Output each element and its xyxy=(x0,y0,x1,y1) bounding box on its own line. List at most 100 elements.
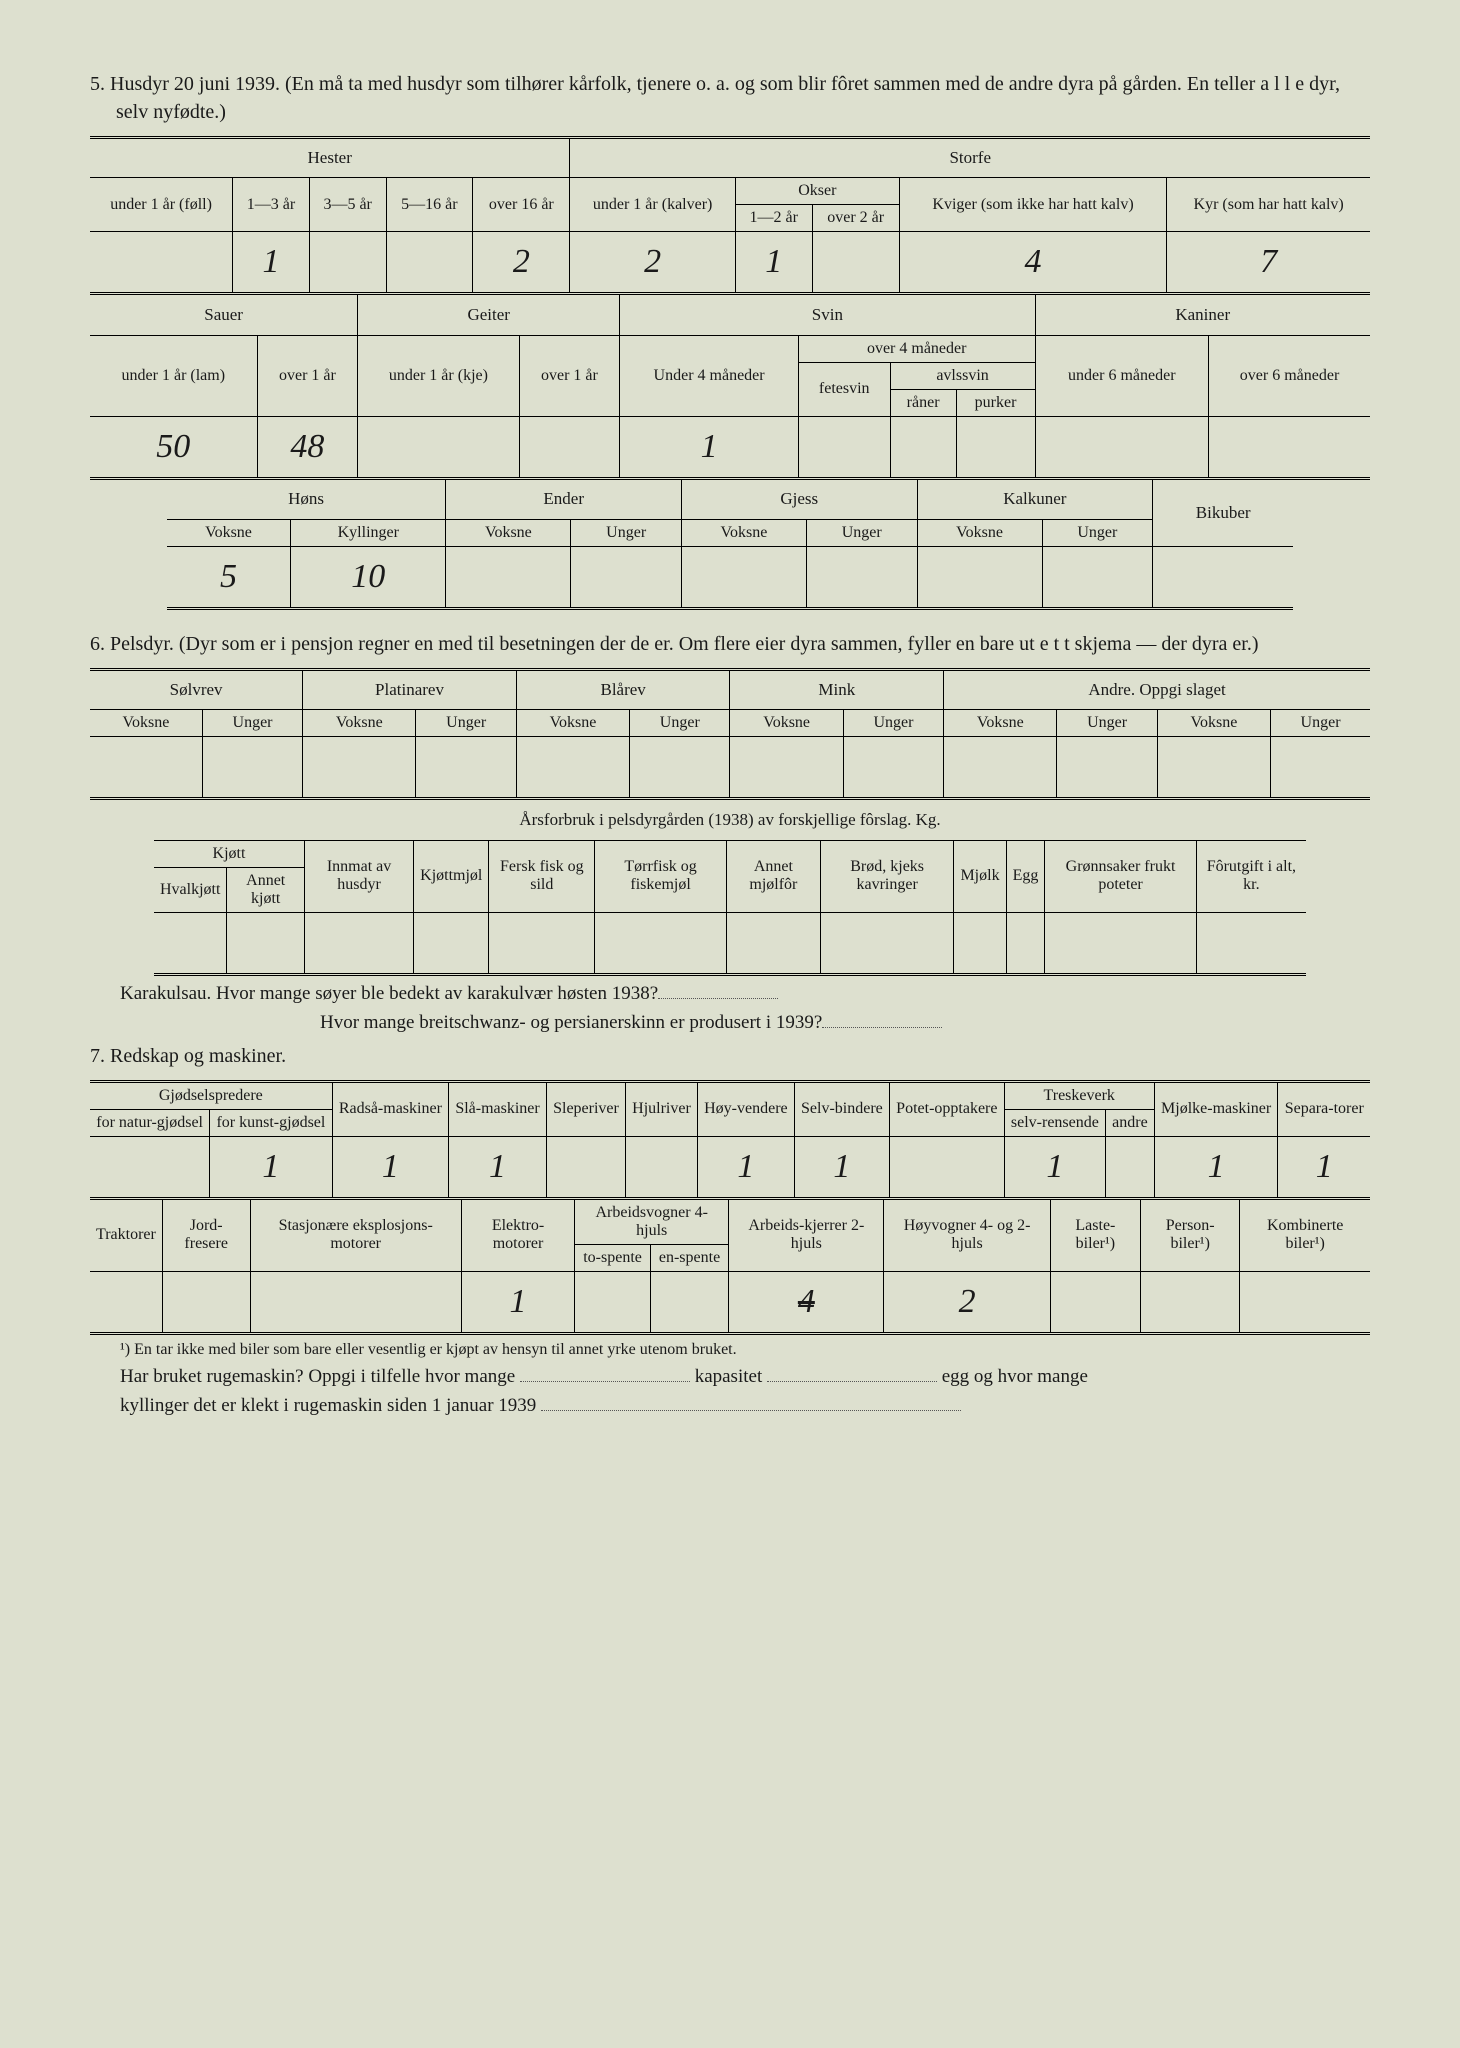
hons-group: Høns xyxy=(167,480,446,520)
sauer-v1: 48 xyxy=(257,416,358,478)
ferskfisk: Fersk fisk og sild xyxy=(489,840,595,912)
table-hons-bikuber: Høns Ender Gjess Kalkuner Bikuber Voksne… xyxy=(167,480,1293,611)
torrfisk: Tørrfisk og fiskemjøl xyxy=(595,840,727,912)
bikuber-v xyxy=(1153,547,1294,609)
treskeverk: Treskeverk xyxy=(1004,1081,1154,1109)
blar-u: Unger xyxy=(630,710,730,737)
kombinerte: Kombinerte biler¹) xyxy=(1240,1200,1370,1272)
table-sauer-svin: Sauer Geiter Svin Kaniner under 1 år (la… xyxy=(90,295,1370,480)
forbruk-cell xyxy=(227,912,305,974)
ender-unger: Unger xyxy=(571,520,682,547)
geiter-v1 xyxy=(519,416,620,478)
r1-12: 1 xyxy=(1278,1136,1370,1198)
r1-9: 1 xyxy=(1004,1136,1105,1198)
storfe-okser12: 1—2 år xyxy=(735,205,812,232)
pelsdyr-cell xyxy=(202,737,302,799)
solv-v: Voksne xyxy=(90,710,202,737)
blarev-group: Blårev xyxy=(516,670,730,710)
q1a-text: Har bruket rugemaskin? Oppgi i tilfelle … xyxy=(120,1366,515,1387)
mink-v: Voksne xyxy=(730,710,843,737)
storfe-okserover2: over 2 år xyxy=(812,205,899,232)
dots-fill xyxy=(822,1011,942,1028)
ender-v1 xyxy=(571,547,682,609)
forbruk-cell xyxy=(1006,912,1045,974)
platinarev-group: Platinarev xyxy=(303,670,517,710)
selvrensende: selv-rensende xyxy=(1004,1109,1105,1136)
section7-title: 7. Redskap og maskiner. xyxy=(90,1042,1370,1070)
table-redskap-1: Gjødselspredere Radså-maskiner Slå-maski… xyxy=(90,1080,1370,1200)
r1-0 xyxy=(90,1136,210,1198)
hjulriver: Hjulriver xyxy=(626,1081,698,1136)
svin-o4: over 4 måneder xyxy=(798,335,1035,362)
hester-c1: 1—3 år xyxy=(233,178,310,232)
hester-v2 xyxy=(309,232,386,294)
storfe-v0: 2 xyxy=(570,232,735,294)
table-hester-storfe: Hester Storfe under 1 år (føll) 1—3 år 3… xyxy=(90,136,1370,295)
section6-title: 6. Pelsdyr. (Dyr som er i pensjon regner… xyxy=(90,630,1370,658)
storfe-kviger: Kviger (som ikke har hatt kalv) xyxy=(899,178,1167,232)
mink-group: Mink xyxy=(730,670,944,710)
solv-u: Unger xyxy=(202,710,302,737)
annetkjott: Annet kjøtt xyxy=(227,867,305,912)
pelsdyr-cell xyxy=(944,737,1057,799)
svin-v1 xyxy=(798,416,890,478)
sleperiver: Sleperiver xyxy=(546,1081,625,1136)
svin-v3 xyxy=(956,416,1035,478)
r2-0 xyxy=(90,1271,162,1333)
r1-7: 1 xyxy=(794,1136,889,1198)
q1c-text: egg og hvor mange xyxy=(942,1366,1088,1387)
hvalkjott: Hvalkjøtt xyxy=(154,867,227,912)
storfe-under1: under 1 år (kalver) xyxy=(570,178,735,232)
ender-v0 xyxy=(446,547,571,609)
hester-c0: under 1 år (føll) xyxy=(90,178,233,232)
forbruk-cell xyxy=(954,912,1006,974)
forbruk-cell xyxy=(304,912,413,974)
r1-6: 1 xyxy=(697,1136,794,1198)
kjott: Kjøtt xyxy=(154,840,304,867)
geiter-v0 xyxy=(358,416,519,478)
mink-u: Unger xyxy=(843,710,943,737)
hester-v0 xyxy=(90,232,233,294)
radsa: Radså-maskiner xyxy=(332,1081,449,1136)
kaniner-o6: over 6 måneder xyxy=(1209,335,1370,416)
q1b-text: kapasitet xyxy=(695,1366,763,1387)
storfe-kyr: Kyr (som har hatt kalv) xyxy=(1167,178,1370,232)
traktorer: Traktorer xyxy=(90,1200,162,1272)
svin-v0: 1 xyxy=(620,416,799,478)
gjess-v0 xyxy=(681,547,806,609)
plat-v: Voksne xyxy=(303,710,416,737)
sauer-group: Sauer xyxy=(90,295,358,335)
hons-v1: 10 xyxy=(291,547,446,609)
table-redskap-2: Traktorer Jord-fresere Stasjonære eksplo… xyxy=(90,1200,1370,1335)
karakul-q1-text: Karakulsau. Hvor mange søyer ble bedekt … xyxy=(120,983,658,1004)
kalkuner-unger: Unger xyxy=(1042,520,1153,547)
plat-u: Unger xyxy=(416,710,516,737)
lastebiler: Laste-biler¹) xyxy=(1050,1200,1140,1272)
hoyvendere: Høy-vendere xyxy=(697,1081,794,1136)
pelsdyr-cell xyxy=(1271,737,1370,799)
r1-8 xyxy=(889,1136,1004,1198)
enspente: en-spente xyxy=(650,1244,728,1271)
forbruk-cell xyxy=(414,912,489,974)
arbeidsvogner: Arbeidsvogner 4-hjuls xyxy=(575,1200,729,1245)
geiter-o1: over 1 år xyxy=(519,335,620,416)
blar-v: Voksne xyxy=(516,710,629,737)
sauer-u1: under 1 år (lam) xyxy=(90,335,257,416)
forbruk-cell xyxy=(1045,912,1196,974)
kalkuner-group: Kalkuner xyxy=(917,480,1153,520)
kalkuner-voksne: Voksne xyxy=(917,520,1042,547)
kjottmjol: Kjøttmjøl xyxy=(414,840,489,912)
hons-v0: 5 xyxy=(167,547,291,609)
pelsdyr-cell xyxy=(516,737,629,799)
r1-11: 1 xyxy=(1154,1136,1278,1198)
kaniner-v1 xyxy=(1209,416,1370,478)
gjess-group: Gjess xyxy=(681,480,917,520)
r1-10 xyxy=(1106,1136,1155,1198)
personbiler: Person-biler¹) xyxy=(1141,1200,1240,1272)
r1-1: 1 xyxy=(210,1136,332,1198)
pelsdyr-cell xyxy=(416,737,516,799)
forbruk-cell xyxy=(1196,912,1306,974)
innmat: Innmat av husdyr xyxy=(304,840,413,912)
svin-u4: Under 4 måneder xyxy=(620,335,799,416)
dots-fill xyxy=(541,1394,961,1411)
